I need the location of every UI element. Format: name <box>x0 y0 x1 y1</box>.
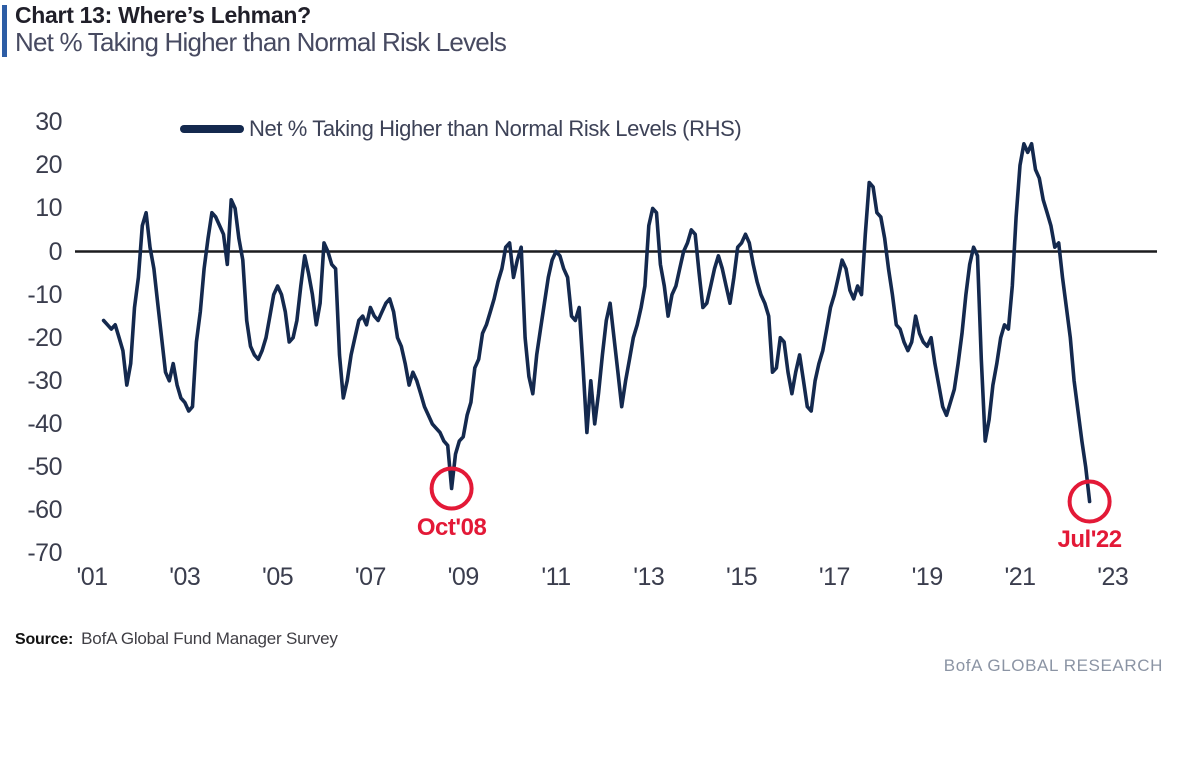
x-tick-2017: '17 <box>818 563 851 591</box>
x-tick-2005: '05 <box>262 563 294 591</box>
x-tick-2021: '21 <box>1004 563 1036 591</box>
annotation-label-0: Oct'08 <box>416 513 487 541</box>
y-tick--10: -10 <box>27 280 62 309</box>
y-tick--20: -20 <box>27 323 62 352</box>
x-tick-2023: '23 <box>1097 563 1129 591</box>
x-tick-2013: '13 <box>633 563 665 591</box>
annotation-circle-1 <box>1067 479 1112 524</box>
x-tick-2003: '03 <box>169 563 201 591</box>
x-tick-2007: '07 <box>354 563 387 591</box>
y-tick-30: 30 <box>35 108 62 137</box>
annotation-circle-0 <box>429 466 474 511</box>
y-tick-10: 10 <box>35 194 62 223</box>
chart-title: Chart 13: Where’s Lehman? <box>15 2 311 28</box>
annotation-label-1: Jul'22 <box>1057 526 1123 554</box>
x-tick-2011: '11 <box>541 563 571 591</box>
y-tick-0: 0 <box>48 237 63 266</box>
source-label: Source: <box>15 631 74 648</box>
y-tick--70: -70 <box>27 539 62 568</box>
y-tick--60: -60 <box>27 496 62 525</box>
title-accent-bar <box>2 5 7 57</box>
chart-subtitle: Net % Taking Higher than Normal Risk Lev… <box>15 27 507 57</box>
y-tick--50: -50 <box>27 453 62 481</box>
legend-label: Net % Taking Higher than Normal Risk Lev… <box>249 116 742 141</box>
x-tick-2009: '09 <box>447 563 480 591</box>
legend: Net % Taking Higher than Normal Risk Lev… <box>180 115 742 143</box>
x-tick-2001: '01 <box>76 563 108 591</box>
y-tick--30: -30 <box>27 366 62 395</box>
x-tick-2015: '15 <box>726 563 758 591</box>
y-tick-20: 20 <box>35 151 62 180</box>
source-line: Source: BofA Global Fund Manager Survey <box>15 629 338 649</box>
legend-line-swatch <box>180 125 244 133</box>
branding-text: BofA GLOBAL RESEARCH <box>943 656 1163 675</box>
risk-series-line <box>101 142 1092 504</box>
y-tick--40: -40 <box>27 409 62 438</box>
source-text: BofA Global Fund Manager Survey <box>81 629 338 648</box>
x-tick-2019: '19 <box>911 563 944 591</box>
